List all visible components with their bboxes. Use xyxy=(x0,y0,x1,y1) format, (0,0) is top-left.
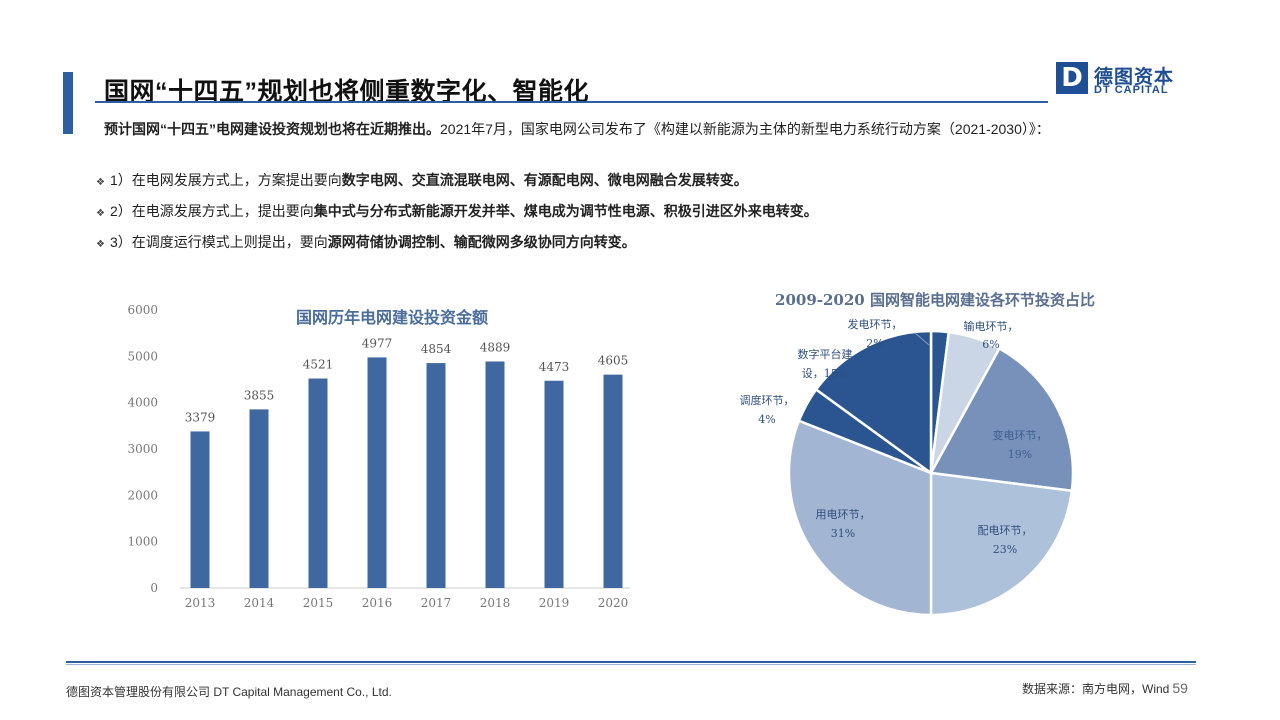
bar-x-tick-label: 2014 xyxy=(244,596,275,610)
diamond-bullet-icon: ❖ xyxy=(96,208,105,219)
bullet-item: ❖ 2）在电源发展方式上，提出要向集中式与分布式新能源开发并举、煤电成为调节性电源… xyxy=(96,201,818,232)
bar-y-tick-label: 4000 xyxy=(127,396,158,410)
bar-y-tick-label: 5000 xyxy=(127,349,158,363)
bar-y-tick-label: 0 xyxy=(150,581,158,595)
page-number: 59 xyxy=(1172,680,1188,696)
bar-value-label: 4521 xyxy=(303,358,334,372)
bar-2015 xyxy=(308,378,328,588)
title-accent-bar xyxy=(63,72,73,134)
bar-2018 xyxy=(485,361,505,588)
bar-y-tick-label: 2000 xyxy=(127,488,158,502)
pie-label-yong: 用电环节， xyxy=(816,508,871,521)
pie-label-shuzi: 数字平台建 xyxy=(798,347,853,361)
bullet-bold: 源网荷储协调控制、输配微网多级协同方向转变。 xyxy=(327,234,636,250)
bar-value-label: 3855 xyxy=(244,388,275,402)
bar-value-label: 4977 xyxy=(362,336,393,350)
pie-label-pei: 配电环节， xyxy=(978,524,1033,537)
bar-x-tick-label: 2018 xyxy=(480,596,511,610)
investment-pie-chart: 2009-2020 国网智能电网建设各环节投资占比 发电环节， 2% 输电环节，… xyxy=(725,285,1145,617)
intro-bold: 预计国网“十四五”电网建设投资规划也将在近期推出。 xyxy=(104,121,440,137)
pie-label-shu: 输电环节， xyxy=(964,319,1019,333)
footer-source-block: 数据来源：南方电网，Wind 59 xyxy=(1022,680,1188,697)
bar-y-tick-label: 1000 xyxy=(127,535,158,549)
bar-y-tick-label: 3000 xyxy=(127,442,158,456)
logo-chinese-name: 德图资本 xyxy=(1094,67,1175,88)
pie-slice-6 xyxy=(814,329,933,476)
pie-leader-line xyxy=(914,332,930,346)
bar-2017 xyxy=(426,363,446,588)
bullet-bold: 集中式与分布式新能源开发并举、煤电成为调节性电源、积极引进区外来电转变。 xyxy=(313,203,818,219)
intro-text: 2021年7月，国家电网公司发布了《构建以新能源为主体的新型电力系统行动方案（2… xyxy=(440,121,1050,137)
bullet-list: ❖ 1）在电网发展方式上，方案提出要向数字电网、交直流混联电网、有源配电网、微电网… xyxy=(96,170,818,263)
pie-label-yong-pct: 31% xyxy=(831,527,855,540)
bullet-prefix: 3）在调度运行模式上则提出，要向 xyxy=(110,234,328,250)
pie-slice-3 xyxy=(929,471,1074,617)
pie-label-bian: 变电环节， xyxy=(993,428,1048,442)
bullet-prefix: 2）在电源发展方式上，提出要向 xyxy=(110,203,314,219)
pie-label-fa: 发电环节， xyxy=(848,317,903,331)
bar-x-tick-label: 2020 xyxy=(598,596,629,610)
logo-mark: D xyxy=(1056,62,1088,94)
bar-value-label: 4854 xyxy=(421,342,452,356)
bar-x-tick-label: 2013 xyxy=(185,596,216,610)
bar-chart-svg: 国网历年电网建设投资金额 0 1000 2000 3000 4000 5000 6000 3… xyxy=(127,303,630,610)
bar-value-label: 4889 xyxy=(480,340,511,354)
intro-paragraph: 预计国网“十四五”电网建设投资规划也将在近期推出。2021年7月，国家电网公司发… xyxy=(104,118,1164,141)
title-underline xyxy=(95,101,1048,103)
bar-y-tick-label: 6000 xyxy=(127,303,158,317)
bar-2014 xyxy=(249,409,269,588)
bar-x-tick-label: 2016 xyxy=(362,596,393,610)
pie-label-diao: 调度环节， xyxy=(740,393,795,407)
bullet-item: ❖ 1）在电网发展方式上，方案提出要向数字电网、交直流混联电网、有源配电网、微电网… xyxy=(96,170,818,201)
pie-label-pei-pct: 23% xyxy=(993,543,1017,556)
diamond-bullet-icon: ❖ xyxy=(96,177,105,188)
bar-value-label: 4473 xyxy=(539,360,570,374)
pie-label-fa-pct: 2% xyxy=(866,337,883,350)
bullet-bold: 数字电网、交直流混联电网、有源配电网、微电网融合发展转变。 xyxy=(341,172,748,188)
investment-bar-chart: 国网历年电网建设投资金额 0 1000 2000 3000 4000 5000 6000 3… xyxy=(110,295,650,620)
bar-chart-title: 国网历年电网建设投资金额 xyxy=(296,308,488,327)
bullet-prefix: 1）在电网发展方式上，方案提出要向 xyxy=(110,172,342,188)
pie-slice-2 xyxy=(929,346,1075,493)
logo-english-name: DT CAPITAL xyxy=(1094,84,1169,96)
pie-label-shuzi-pct: 设，15% xyxy=(802,367,848,380)
footer-company: 德图资本管理股份有限公司 DT Capital Management Co., … xyxy=(66,685,392,699)
bar-x-tick-label: 2015 xyxy=(303,596,334,610)
bar-2013 xyxy=(190,431,210,588)
pie-chart-title: 2009-2020 国网智能电网建设各环节投资占比 xyxy=(775,291,1095,309)
bar-2019 xyxy=(544,380,564,588)
bar-x-tick-label: 2017 xyxy=(421,596,452,610)
bar-x-tick-label: 2019 xyxy=(539,596,570,610)
bar-value-label: 3379 xyxy=(185,410,216,424)
footer-divider xyxy=(66,661,1196,663)
footer-source: 数据来源：南方电网，Wind xyxy=(1022,682,1170,696)
bar-2016 xyxy=(367,357,387,588)
pie-label-diao-pct: 4% xyxy=(758,413,775,426)
pie-slice-4 xyxy=(787,419,933,617)
pie-label-shu-pct: 6% xyxy=(982,338,999,351)
bar-2020 xyxy=(603,374,623,588)
pie-chart-svg: 2009-2020 国网智能电网建设各环节投资占比 发电环节， 2% 输电环节，… xyxy=(740,291,1095,617)
company-logo: D 德图资本 DT CAPITAL xyxy=(1056,62,1206,102)
bullet-item: ❖ 3）在调度运行模式上则提出，要向源网荷储协调控制、输配微网多级协同方向转变。 xyxy=(96,232,818,263)
footer-divider-thin xyxy=(66,664,1196,665)
bar-value-label: 4605 xyxy=(598,354,629,368)
diamond-bullet-icon: ❖ xyxy=(96,239,105,250)
pie-label-bian-pct: 19% xyxy=(1008,448,1032,461)
